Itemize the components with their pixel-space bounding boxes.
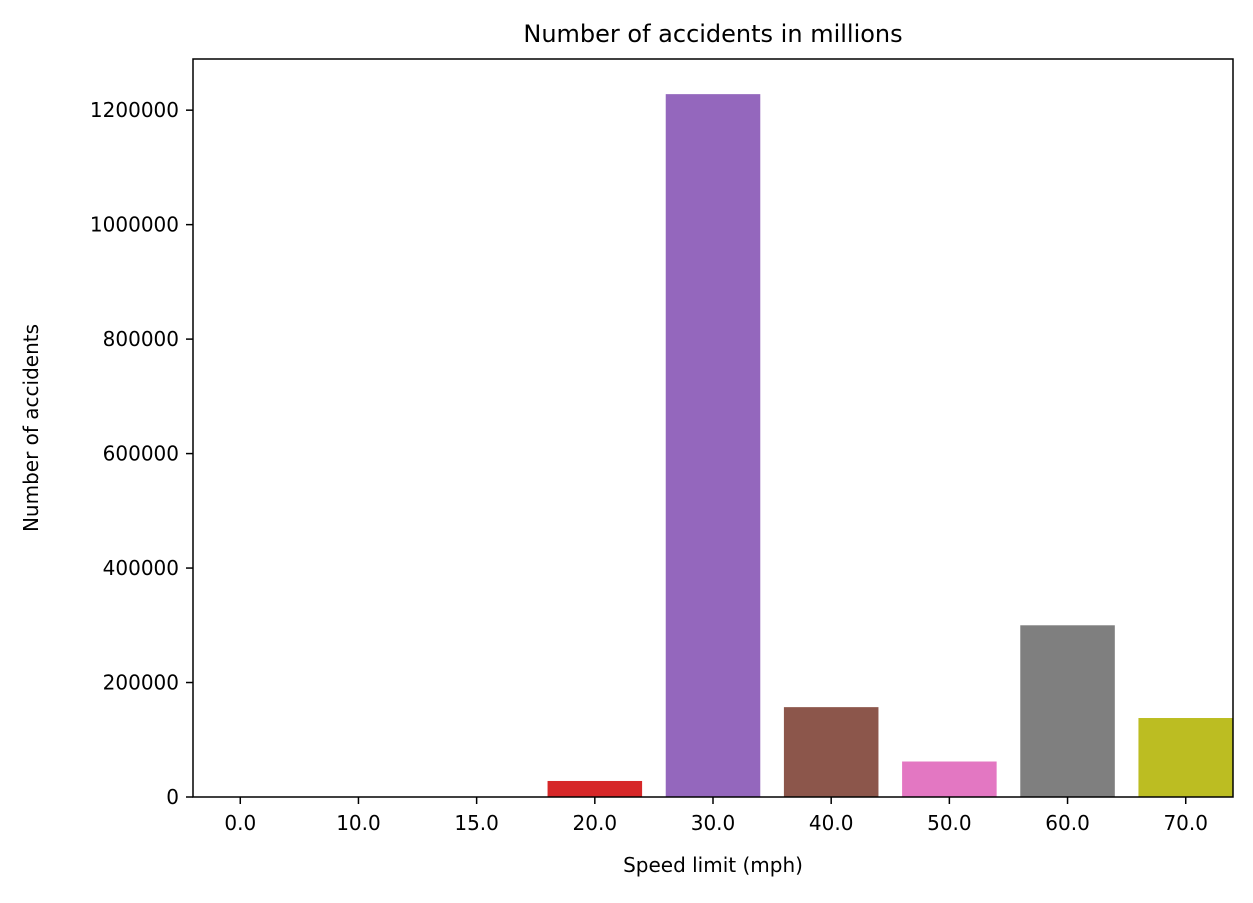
y-tick-label: 0 xyxy=(166,785,179,809)
x-tick-label: 20.0 xyxy=(573,811,618,835)
y-tick-label: 1200000 xyxy=(90,98,179,122)
y-tick-label: 800000 xyxy=(103,327,179,351)
y-axis-label: Number of accidents xyxy=(19,324,43,532)
bar-70-0 xyxy=(1138,718,1233,797)
x-tick-label: 15.0 xyxy=(454,811,499,835)
chart-title: Number of accidents in millions xyxy=(523,20,902,48)
x-tick-label: 30.0 xyxy=(691,811,736,835)
x-axis-label: Speed limit (mph) xyxy=(623,853,803,877)
y-tick-label: 600000 xyxy=(103,442,179,466)
bar-60-0 xyxy=(1020,625,1115,797)
x-tick-label: 0.0 xyxy=(224,811,256,835)
y-tick-label: 1000000 xyxy=(90,213,179,237)
x-tick-label: 50.0 xyxy=(927,811,972,835)
bars-group xyxy=(193,94,1233,797)
bar-30-0 xyxy=(666,94,761,797)
x-ticks-group: 0.0 10.0 15.0 20.0 30.0 40.0 50.0 60.0 70.0 xyxy=(224,797,1208,835)
y-tick-label: 400000 xyxy=(103,556,179,580)
bar-50-0 xyxy=(902,762,997,797)
bar-40-0 xyxy=(784,707,879,797)
x-tick-label: 40.0 xyxy=(809,811,854,835)
y-tick-label: 200000 xyxy=(103,671,179,695)
x-tick-label: 10.0 xyxy=(336,811,381,835)
bar-20-0 xyxy=(548,781,643,797)
x-tick-label: 60.0 xyxy=(1045,811,1090,835)
y-ticks-group: 0 200000 400000 600000 800000 1000000 1200000 xyxy=(90,98,193,809)
x-tick-label: 70.0 xyxy=(1163,811,1208,835)
